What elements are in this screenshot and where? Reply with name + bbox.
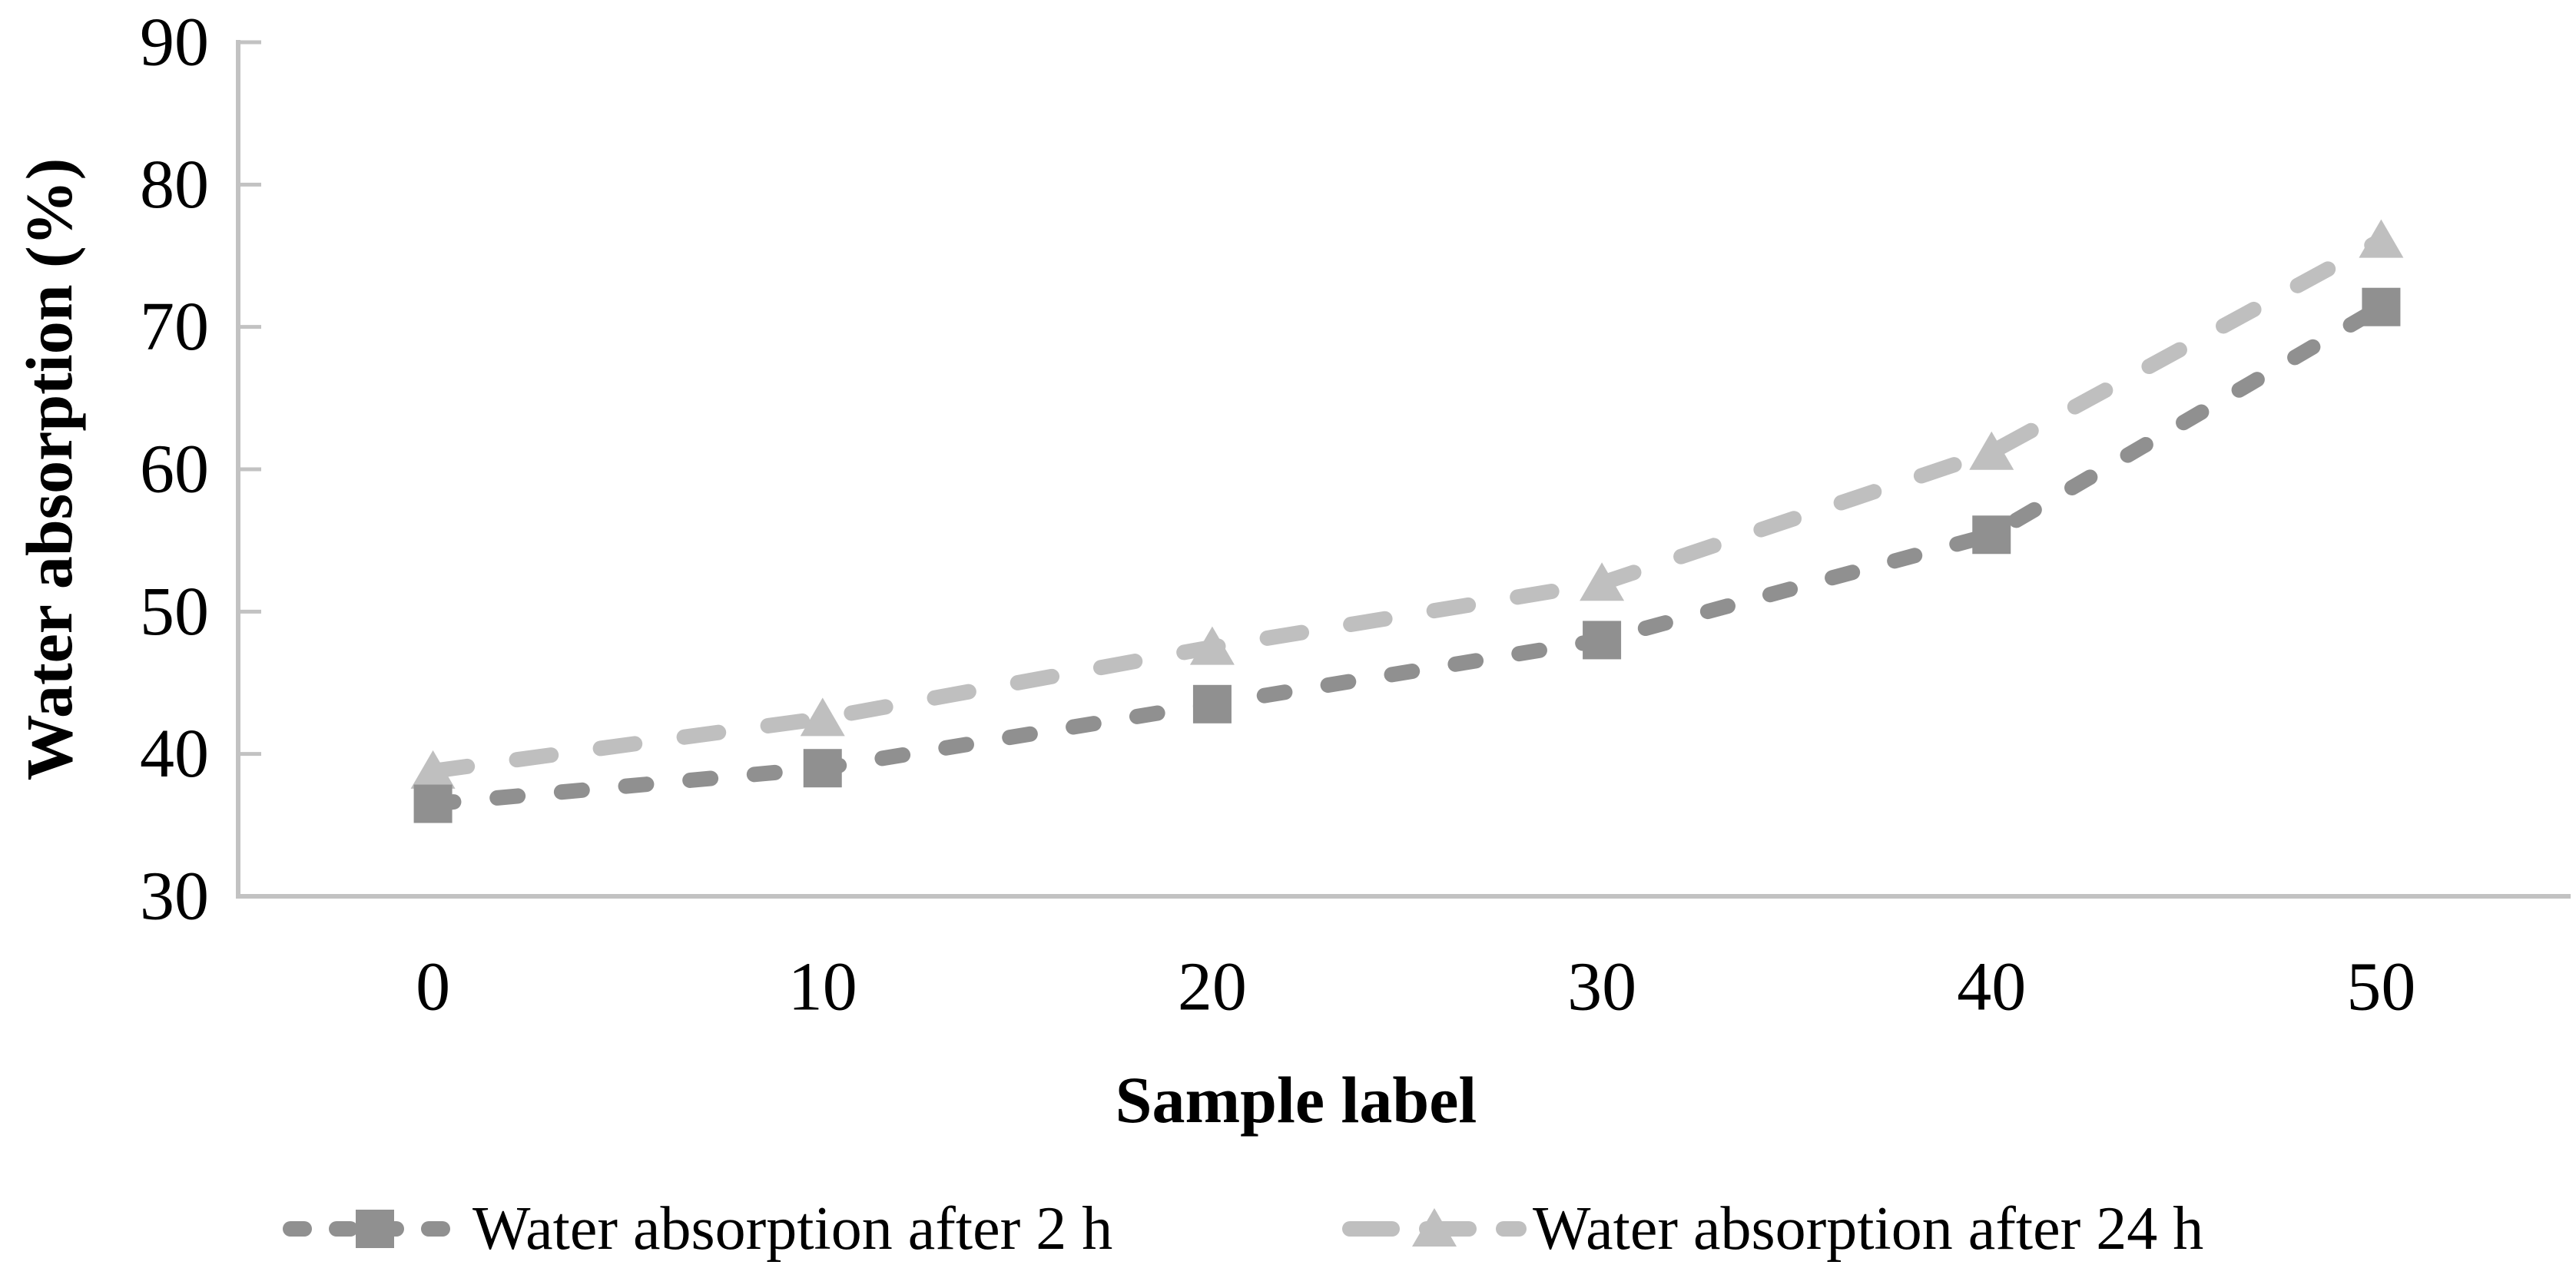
series-line-square [425, 299, 2389, 812]
axes [236, 40, 2571, 899]
y-tick-label: 80 [140, 147, 209, 223]
x-tick-label: 50 [2346, 949, 2415, 1025]
data-series [410, 219, 2404, 823]
tick-labels: 30 40 50 60 70 80 90 0 10 20 30 40 50 [140, 5, 2415, 1025]
x-axis-title: Sample label [1116, 1063, 1477, 1137]
triangle-marker [1189, 626, 1235, 665]
series-line-triangle [425, 232, 2389, 779]
x-tick-label: 0 [416, 949, 450, 1025]
square-marker [2362, 287, 2401, 326]
triangle-marker [410, 750, 456, 789]
x-tick-label: 20 [1178, 949, 1247, 1025]
y-tick-label: 90 [140, 5, 209, 81]
square-marker [1192, 684, 1232, 723]
x-tick-label: 30 [1567, 949, 1636, 1025]
legend-key-2h-icon [283, 1210, 467, 1248]
x-tick-label: 40 [1957, 949, 2026, 1025]
legend-label-24h: Water absorption after 24 h [1533, 1195, 2203, 1263]
y-axis-title: Water absorption (%) [12, 158, 86, 781]
square-marker [1583, 621, 1622, 660]
legend: Water absorption after 2 h Water absorpt… [283, 1195, 2203, 1263]
triangle-marker [1580, 562, 1625, 601]
y-tick-label: 30 [140, 859, 209, 935]
x-tick-label: 10 [788, 949, 857, 1025]
y-tick-label: 50 [140, 574, 209, 650]
y-tick-label: 40 [140, 716, 209, 792]
triangle-marker [1412, 1208, 1457, 1247]
triangle-marker [1969, 431, 2014, 470]
square-marker [1972, 515, 2011, 555]
square-marker [356, 1210, 394, 1248]
legend-label-2h: Water absorption after 2 h [472, 1195, 1112, 1263]
square-marker [803, 749, 842, 788]
y-tick-label: 70 [140, 289, 209, 365]
y-tick-label: 60 [140, 432, 209, 508]
triangle-marker [800, 697, 845, 737]
triangle-marker [2359, 219, 2404, 258]
legend-key-24h-icon [1342, 1208, 1527, 1247]
square-marker [413, 784, 453, 823]
